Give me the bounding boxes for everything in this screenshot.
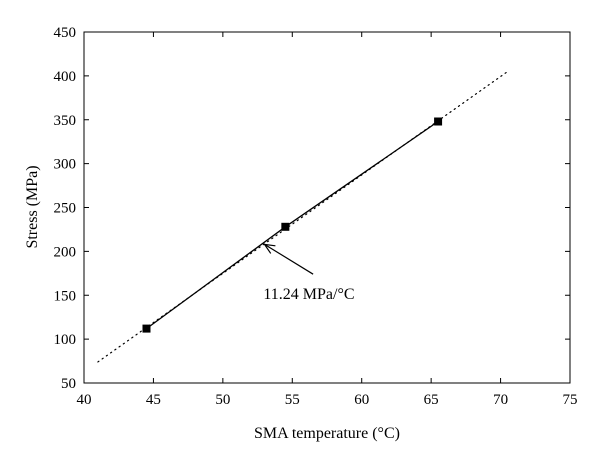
x-tick-label: 75	[563, 392, 578, 408]
y-tick-label: 200	[54, 244, 77, 260]
y-tick-label: 150	[54, 288, 77, 304]
fit-dotted-line	[97, 70, 510, 363]
ticks-layer: 40 45 50 55 60 65 70 75 50 100 150 200 250 300 350 400 4…	[54, 25, 578, 408]
x-tick-label: 70	[493, 392, 508, 408]
x-axis-label: SMA temperature (°C)	[254, 425, 400, 442]
x-tick-label: 60	[354, 392, 369, 408]
x-tick-label: 65	[424, 392, 439, 408]
slope-annotation-label: 11.24 MPa/°C	[263, 286, 354, 303]
y-tick-label: 250	[54, 201, 77, 217]
annotation-arrow-head	[263, 243, 276, 254]
plot-frame	[83, 31, 571, 384]
data-point-marker	[142, 324, 151, 333]
series-layer	[97, 70, 510, 363]
annotation-layer: 11.24 MPa/°C	[263, 243, 355, 303]
x-tick-label: 55	[285, 392, 300, 408]
y-tick-label: 400	[54, 69, 77, 85]
y-tick-label: 300	[54, 157, 77, 173]
y-tick-label: 100	[54, 332, 77, 348]
x-tick-label: 45	[146, 392, 161, 408]
y-axis-label: Stress (MPa)	[24, 165, 41, 248]
y-tick-label: 450	[54, 25, 77, 41]
x-tick-label: 40	[77, 392, 92, 408]
y-tick-label: 350	[54, 113, 77, 129]
annotation-arrow-shaft	[264, 243, 314, 275]
data-point-marker	[281, 222, 290, 231]
y-tick-label: 50	[61, 376, 76, 392]
x-tick-label: 50	[215, 392, 230, 408]
